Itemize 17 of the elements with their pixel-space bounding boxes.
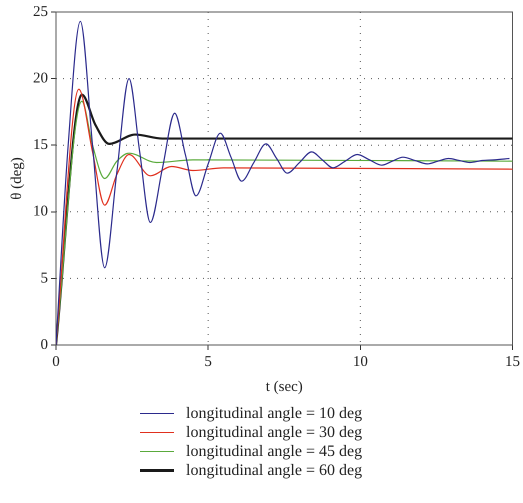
y-tick-label: 25 <box>33 4 48 20</box>
y-tick-label: 5 <box>40 270 48 286</box>
x-tick-label: 0 <box>52 354 60 370</box>
x-axis-title: t (sec) <box>266 378 303 395</box>
y-tick-label: 20 <box>33 70 48 87</box>
x-tick-label: 5 <box>204 354 212 370</box>
legend-label: longitudinal angle = 45 deg <box>186 442 362 460</box>
legend-label: longitudinal angle = 10 deg <box>186 404 362 422</box>
y-tick-label: 0 <box>40 336 48 353</box>
line-series <box>56 20 510 345</box>
x-tick-label: 15 <box>505 354 520 370</box>
legend-label: longitudinal angle = 30 deg <box>186 424 362 442</box>
y-tick-label: 15 <box>33 137 48 154</box>
y-tick-label: 10 <box>33 204 48 220</box>
x-tick-label: 10 <box>352 354 368 370</box>
y-axis-title: θ (deg) <box>8 157 25 200</box>
legend-label: longitudinal angle = 60 deg <box>186 462 362 480</box>
